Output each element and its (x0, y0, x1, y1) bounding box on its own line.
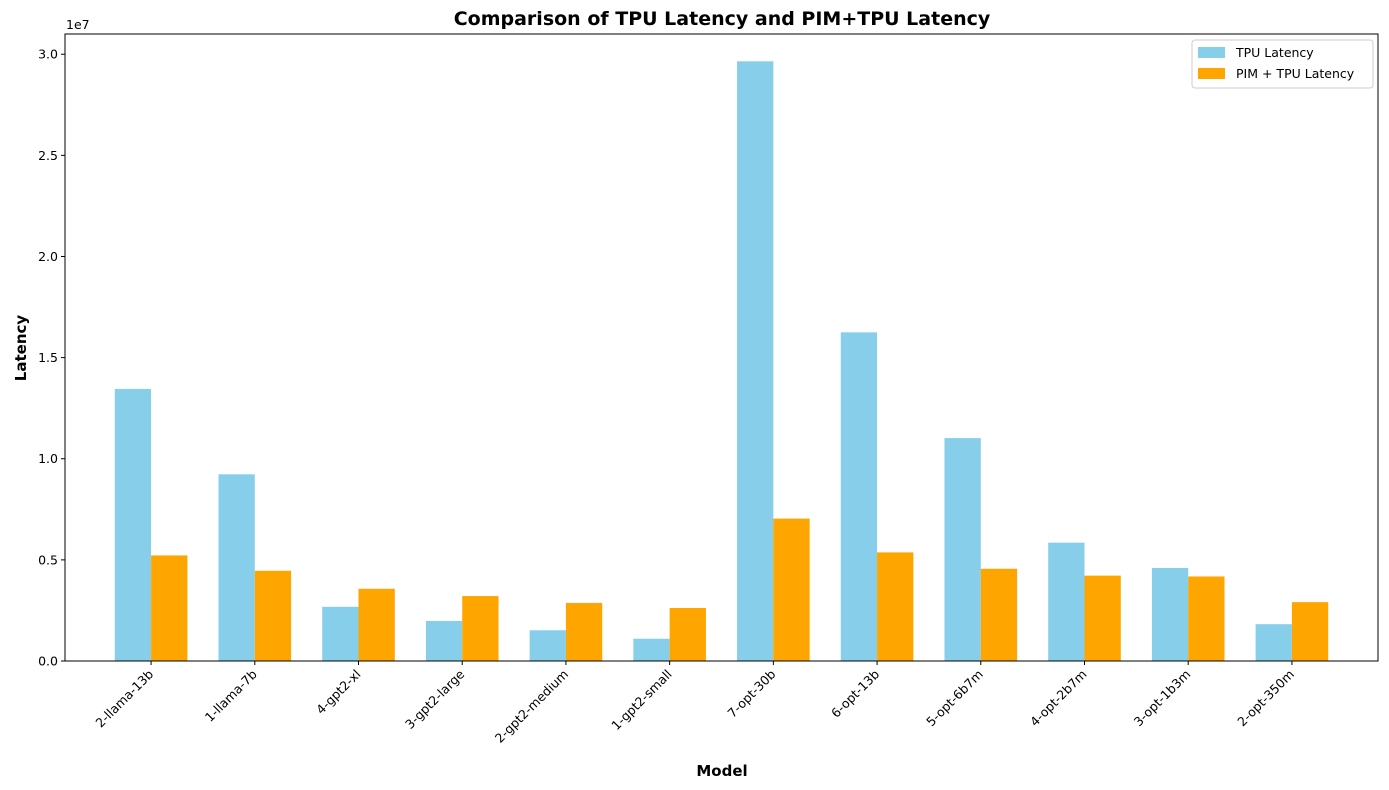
y-tick-label: 1.5 (38, 350, 58, 365)
x-tick-label-6-opt-13b: 6-opt-13b (828, 666, 882, 720)
plot-frame (64, 33, 1379, 662)
y-tick-label: 3.0 (38, 47, 58, 62)
bar-pim-tpu-3-opt-1b3m (1188, 576, 1225, 661)
legend-label-pim-tpu: PIM + TPU Latency (1236, 66, 1355, 81)
bar-pim-tpu-1-llama-7b (254, 570, 292, 661)
bar-pim-tpu-2-gpt2-medium (565, 602, 603, 661)
x-tick-label-3-gpt2-large: 3-gpt2-large (402, 666, 468, 732)
bar-tpu-4-gpt2-xl (322, 606, 359, 661)
bar-pim-tpu-4-gpt2-xl (358, 588, 395, 661)
x-tick-label-2-llama-13b: 2-llama-13b (92, 666, 156, 730)
bar-tpu-7-opt-30b (737, 61, 774, 662)
x-tick-label-1-llama-7b: 1-llama-7b (202, 666, 260, 724)
bar-pim-tpu-2-llama-13b (151, 555, 188, 661)
x-axis-title: Model (696, 762, 747, 780)
bar-pim-tpu-7-opt-30b (773, 518, 810, 661)
x-tick-label-3-opt-1b3m: 3-opt-1b3m (1131, 667, 1194, 730)
x-tick-label-4-opt-2b7m: 4-opt-2b7m (1027, 667, 1090, 730)
y-tick-label: 1.0 (38, 451, 58, 466)
x-tick-label-1-gpt2-small: 1-gpt2-small (608, 667, 674, 733)
bar-pim-tpu-6-opt-13b (877, 552, 914, 661)
x-tick-label-2-gpt2-medium: 2-gpt2-medium (492, 667, 571, 746)
bar-tpu-2-llama-13b (114, 388, 152, 661)
bars-layer (114, 61, 1329, 662)
bar-pim-tpu-3-gpt2-large (462, 596, 499, 661)
y-tick-label: 2.0 (38, 249, 58, 264)
bar-tpu-1-llama-7b (218, 474, 255, 661)
y-multiplier-label: 1e7 (66, 17, 90, 32)
bar-tpu-5-opt-6b7m (944, 438, 981, 661)
x-tick-label-7-opt-30b: 7-opt-30b (724, 666, 778, 720)
bar-pim-tpu-4-opt-2b7m (1084, 575, 1121, 661)
bar-pim-tpu-2-opt-350m (1291, 602, 1329, 661)
bar-tpu-3-opt-1b3m (1151, 567, 1189, 661)
legend-swatch-tpu (1198, 47, 1225, 58)
bar-tpu-2-gpt2-medium (529, 630, 566, 661)
bar-tpu-6-opt-13b (840, 332, 878, 661)
x-tick-label-4-gpt2-xl: 4-gpt2-xl (313, 667, 364, 718)
bar-pim-tpu-5-opt-6b7m (980, 568, 1018, 661)
y-axis-title: Latency (12, 315, 30, 382)
x-axis: 2-llama-13b 1-llama-7b 4-gpt2-xl 3-gpt2-lar… (92, 661, 1297, 746)
y-tick-label: 0.0 (38, 654, 58, 669)
y-axis: 0.0 0.5 1.0 1.5 2.0 2.5 3.0 (38, 47, 65, 669)
bar-pim-tpu-1-gpt2-small (669, 608, 706, 661)
bar-tpu-1-gpt2-small (633, 638, 670, 661)
bar-tpu-2-opt-350m (1255, 624, 1292, 661)
chart-title: Comparison of TPU Latency and PIM+TPU La… (454, 8, 991, 30)
legend-swatch-pim-tpu (1198, 68, 1225, 79)
bar-tpu-4-opt-2b7m (1048, 542, 1085, 661)
legend-box (1191, 39, 1374, 89)
y-tick-label: 2.5 (38, 148, 58, 163)
bar-tpu-3-gpt2-large (425, 620, 463, 661)
legend-label-tpu: TPU Latency (1235, 45, 1314, 60)
x-tick-label-2-opt-350m: 2-opt-350m (1234, 667, 1297, 730)
legend: TPU Latency PIM + TPU Latency (1191, 39, 1374, 89)
x-tick-label-5-opt-6b7m: 5-opt-6b7m (923, 667, 986, 730)
y-tick-label: 0.5 (38, 552, 58, 567)
